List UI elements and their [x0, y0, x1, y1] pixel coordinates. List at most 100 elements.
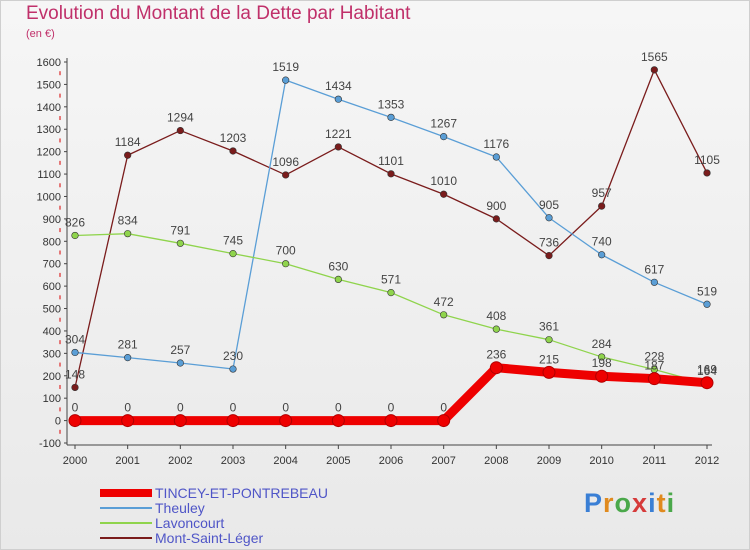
data-point [598, 251, 606, 259]
legend-swatch [100, 521, 152, 524]
y-tick-label: 400 [43, 326, 61, 338]
x-tick-label: 2005 [326, 455, 350, 467]
data-label: 519 [697, 284, 717, 298]
data-point [387, 289, 395, 297]
y-tick-label: 600 [43, 281, 61, 293]
y-tick-label: 0 [55, 416, 61, 428]
data-point [650, 278, 658, 286]
proxiti-logo: Proxiti [584, 488, 676, 518]
data-point [437, 414, 451, 428]
y-tick-label: 100 [43, 393, 61, 405]
legend-swatch [100, 506, 152, 509]
data-label: 617 [644, 262, 664, 276]
data-label: 0 [282, 401, 289, 415]
data-point [68, 414, 82, 428]
data-label: 791 [170, 223, 190, 237]
x-tick-label: 2001 [115, 455, 139, 467]
data-point [440, 133, 448, 141]
data-label: 1105 [694, 153, 720, 167]
data-label: 736 [539, 236, 559, 250]
data-point [282, 76, 290, 84]
x-tick-label: 2002 [168, 455, 192, 467]
series-labels: 0 0 0 0 0 0 0 0 236 215 198 187 169 304 281 257 230 1519 1… [65, 50, 720, 415]
data-point [545, 336, 553, 344]
y-tick-label: 1300 [37, 124, 61, 136]
data-point [440, 190, 448, 198]
data-point [71, 348, 79, 357]
data-label: 630 [328, 259, 348, 273]
data-point [229, 250, 237, 258]
y-tick-label: 1100 [37, 169, 61, 181]
data-label: 1267 [430, 117, 457, 131]
data-point [226, 414, 240, 428]
y-tick-label: 1400 [37, 102, 61, 114]
x-tick-label: 2003 [221, 455, 245, 467]
data-label: 1434 [325, 79, 352, 93]
legend-label: Mont-Saint-Léger [155, 529, 264, 546]
data-label: 571 [381, 273, 401, 287]
data-point [229, 365, 237, 373]
data-label: 228 [644, 349, 664, 363]
data-label: 745 [223, 234, 243, 248]
data-point [440, 311, 448, 319]
legend-swatch [100, 536, 152, 539]
data-label: 281 [118, 338, 138, 352]
data-point [334, 275, 342, 283]
data-point [124, 230, 132, 238]
data-label: 900 [486, 199, 506, 213]
legend-item: Theuley [100, 500, 328, 515]
legend-label: TINCEY-ET-PONTREBEAU [155, 484, 328, 501]
data-point [387, 113, 395, 121]
data-point [282, 171, 290, 179]
data-point [545, 252, 553, 260]
data-point [703, 300, 711, 308]
chart-title: Evolution du Montant de la Dette par Hab… [26, 3, 411, 24]
y-tick-label: 300 [43, 348, 61, 360]
y-tick-label: 1200 [37, 147, 61, 159]
x-tick-label: 2011 [643, 455, 667, 467]
data-label: 187 [644, 359, 664, 373]
data-label: 148 [65, 367, 85, 381]
data-label: 0 [177, 401, 184, 415]
y-tick-label: -100 [39, 438, 61, 450]
series-lines [68, 66, 714, 428]
data-point [647, 372, 661, 386]
x-tick-label: 2009 [537, 455, 561, 467]
data-label: 957 [592, 186, 612, 200]
data-point [489, 361, 503, 375]
data-point [173, 414, 187, 428]
y-tick-label: 800 [43, 236, 61, 248]
data-point [595, 369, 609, 383]
data-point [229, 147, 237, 155]
data-label: 1010 [430, 174, 457, 188]
y-tick-label: 700 [43, 259, 61, 271]
data-point [384, 414, 398, 428]
data-label: 164 [697, 364, 717, 378]
unit-label: (en €) [26, 28, 55, 40]
data-label: 905 [539, 198, 559, 212]
data-label: 284 [592, 337, 612, 351]
data-point [176, 359, 184, 367]
data-point [121, 414, 135, 428]
data-label: 1353 [378, 97, 405, 111]
x-tick-label: 2007 [431, 455, 455, 467]
data-label: 230 [223, 349, 243, 363]
data-label: 1519 [272, 60, 299, 74]
data-label: 0 [230, 401, 237, 415]
data-label: 1203 [220, 131, 247, 145]
data-point [331, 414, 345, 428]
legend-item: Lavoncourt [100, 515, 328, 530]
legend-label: Theuley [155, 499, 205, 516]
y-tick-label: 200 [43, 371, 61, 383]
data-point [176, 239, 184, 247]
data-point [124, 151, 132, 159]
data-label: 0 [124, 401, 131, 415]
legend-swatch [100, 488, 152, 497]
data-label: 236 [486, 348, 506, 362]
y-tick-label: 900 [43, 214, 61, 226]
data-point [387, 170, 395, 178]
data-label: 834 [118, 214, 138, 228]
legend-item: Mont-Saint-Léger [100, 530, 328, 545]
x-tick-label: 2004 [273, 455, 297, 467]
